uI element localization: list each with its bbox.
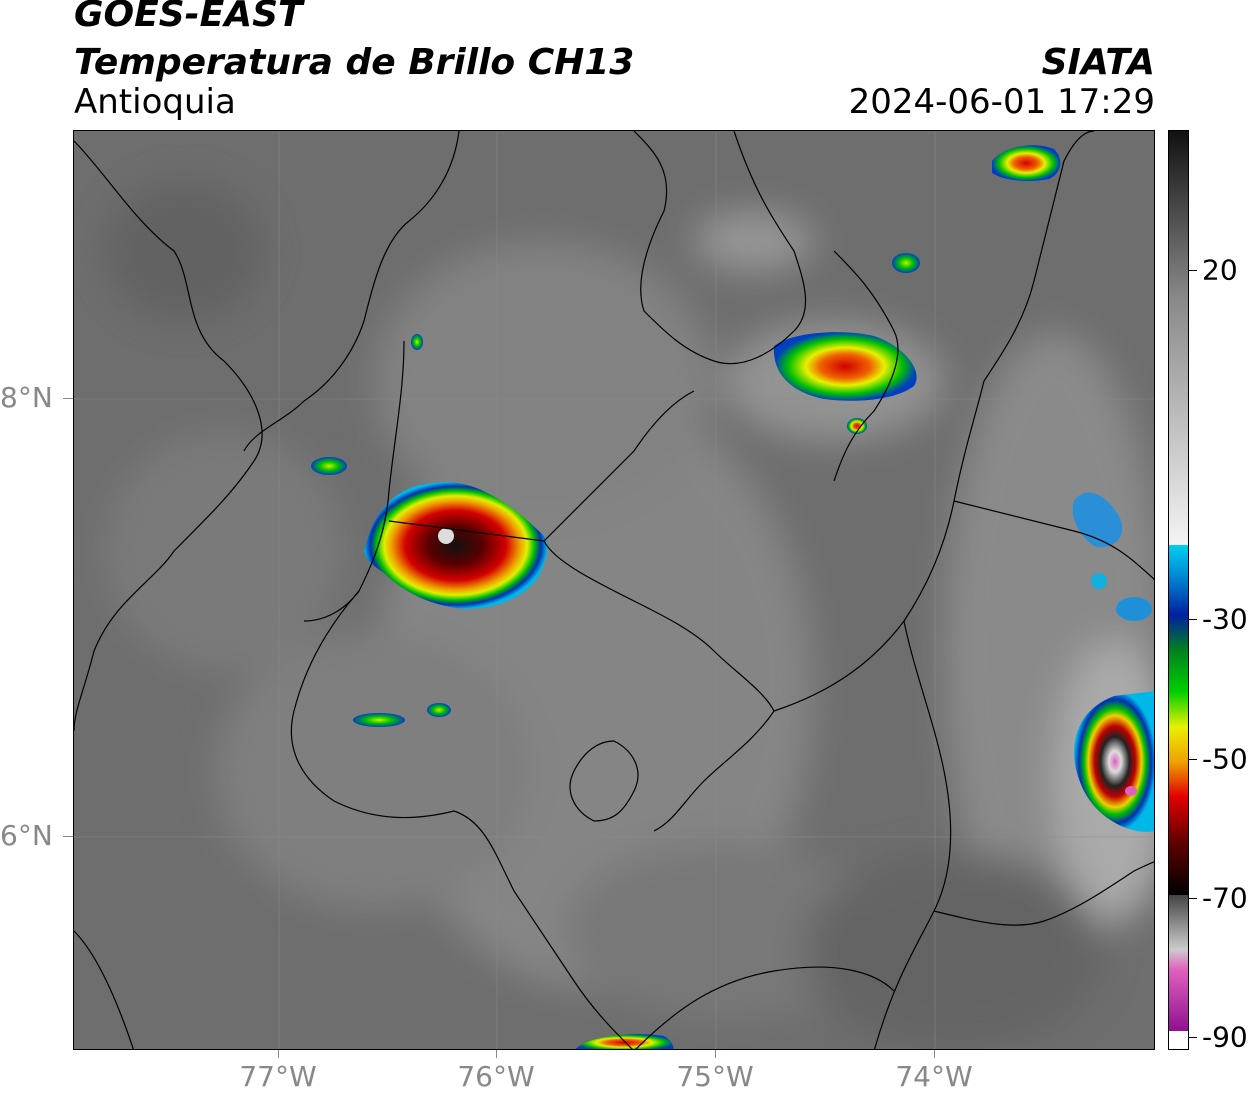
lon-tick-76: [496, 1050, 497, 1058]
cb-label-20: 20: [1202, 253, 1238, 287]
lat-label-8n: 8°N: [0, 381, 53, 414]
lon-label-76w: 76°W: [457, 1060, 535, 1093]
agency-label: SIATA: [1041, 42, 1155, 83]
lon-label-77w: 77°W: [239, 1060, 317, 1093]
cb-label-m70: -70: [1202, 881, 1248, 915]
cb-tick-m70: [1189, 898, 1197, 899]
datetime-label: 2024-06-01 17:29: [848, 82, 1155, 122]
satellite-title: GOES-EAST: [74, 0, 303, 35]
lon-tick-77: [278, 1050, 279, 1058]
region-label: Antioquia: [74, 82, 236, 122]
cb-tick-m90: [1189, 1037, 1197, 1038]
product-title: Temperatura de Brillo CH13: [74, 42, 635, 83]
cb-tick-20: [1189, 270, 1197, 271]
satellite-map[interactable]: [73, 130, 1155, 1050]
lat-tick-6: [63, 836, 73, 837]
lat-tick-8: [63, 398, 73, 399]
cb-label-m30: -30: [1202, 602, 1248, 636]
lat-label-6n: 6°N: [0, 819, 53, 852]
colorbar: [1168, 130, 1189, 1050]
map-image: [74, 131, 1154, 1049]
lon-label-75w: 75°W: [676, 1060, 754, 1093]
lon-label-74w: 74°W: [895, 1060, 973, 1093]
boundaries: [74, 131, 1154, 1049]
cb-label-m90: -90: [1202, 1020, 1248, 1054]
lon-tick-75: [715, 1050, 716, 1058]
cb-tick-m30: [1189, 619, 1197, 620]
cb-label-m50: -50: [1202, 742, 1248, 776]
convective-cells: [311, 145, 1154, 1049]
lon-tick-74: [934, 1050, 935, 1058]
cb-tick-m50: [1189, 759, 1197, 760]
